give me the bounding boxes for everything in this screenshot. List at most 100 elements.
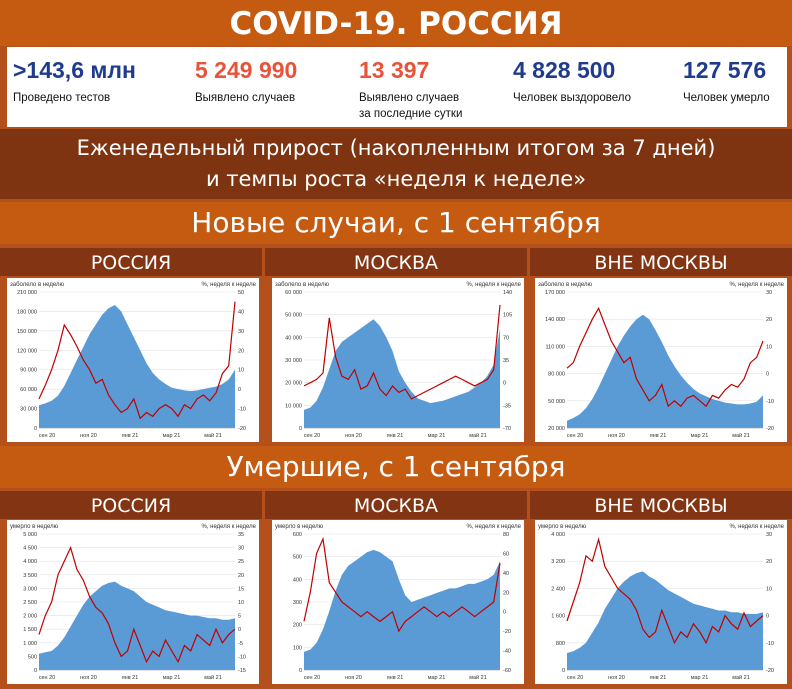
region-header-moscow-deaths: МОСКВА (265, 491, 527, 519)
y2-tick-label: 35 (503, 358, 509, 364)
x-tick-label: ноя 20 (345, 675, 362, 681)
area-series (304, 319, 500, 428)
y2-tick-label: 10 (238, 600, 244, 606)
y1-tick-label: 2 000 (23, 614, 37, 620)
y2-tick-label: -10 (238, 654, 246, 660)
y1-axis-label: умерло в неделю (275, 524, 324, 530)
y2-tick-label: 10 (766, 586, 772, 592)
x-tick-label: май 21 (469, 432, 487, 439)
x-tick-label: ноя 20 (608, 433, 625, 439)
y1-tick-label: 5 000 (23, 532, 37, 538)
y1-axis-label: умерло в неделю (10, 524, 59, 530)
y1-tick-label: 10 000 (285, 403, 302, 409)
x-tick-label: ноя 20 (80, 675, 97, 681)
growth-line (38, 545, 236, 664)
y1-tick-label: 500 (293, 555, 302, 561)
y1-tick-label: 3 200 (551, 559, 565, 565)
y2-tick-label: -10 (238, 407, 246, 413)
y2-tick-label: 35 (238, 532, 244, 538)
y2-tick-label: 140 (503, 290, 512, 296)
y1-tick-label: 500 (28, 654, 37, 660)
x-tick-label: сен 20 (304, 675, 321, 681)
x-tick-label: мар 21 (428, 433, 446, 439)
subtitle: Еженедельный прирост (накопленным итогом… (0, 129, 792, 199)
y2-tick-label: -40 (503, 649, 511, 655)
y2-tick-label: 0 (766, 372, 769, 378)
x-tick-label: май 21 (204, 432, 222, 439)
x-tick-label: мар 21 (163, 675, 181, 681)
y2-tick-label: 0 (503, 610, 506, 616)
stat-value: 127 576 (683, 57, 767, 83)
subtitle-line-1: Еженедельный прирост (накопленным итогом… (76, 136, 716, 160)
y2-tick-label: 15 (238, 586, 244, 592)
y1-tick-label: 20 000 (285, 381, 302, 387)
x-tick-label: сен 20 (567, 675, 584, 681)
x-tick-label: сен 20 (39, 433, 56, 439)
y1-tick-label: 1 000 (23, 641, 37, 647)
region-header-outside-moscow: ВНЕ МОСКВЫ (530, 248, 792, 276)
y1-tick-label: 30 000 (285, 358, 302, 364)
region-header-moscow: МОСКВА (265, 248, 527, 276)
page-title: COVID-19. РОССИЯ (0, 0, 792, 46)
stat-label: Проведено тестов (13, 92, 111, 104)
x-tick-label: мар 21 (428, 675, 446, 681)
y2-tick-label: 20 (766, 317, 772, 323)
y2-tick-label: 60 (503, 551, 509, 557)
y2-tick-label: 5 (238, 614, 241, 620)
growth-line (303, 536, 501, 633)
y2-tick-label: -10 (766, 399, 774, 405)
y1-tick-label: 1 600 (551, 614, 565, 620)
chart-deaths-moscow: умерло в неделю%, неделя к неделе 0 100 200… (272, 520, 524, 684)
stats-panel: >143,6 млн Проведено тестов 5 249 990 Вы… (7, 47, 787, 127)
y2-axis-label: %, неделя к неделе (466, 282, 521, 288)
y2-axis-label: %, неделя к неделе (729, 282, 784, 288)
y1-tick-label: 400 (293, 577, 302, 583)
y2-tick-label: 50 (238, 290, 244, 296)
y1-tick-label: 150 000 (17, 329, 37, 335)
stat-value: 4 828 500 (513, 57, 616, 83)
y2-tick-label: -20 (238, 426, 246, 432)
x-tick-label: мар 21 (691, 675, 709, 681)
y2-tick-label: 80 (503, 532, 509, 538)
x-tick-label: сен 20 (39, 675, 56, 681)
stat-label: Выявлено случаев за последние сутки (359, 92, 463, 120)
stat-recovered: 4 828 500 Человек выздоровело (513, 57, 631, 106)
y1-tick-label: 50 000 (285, 313, 302, 319)
stat-deaths: 127 576 Человек умерло (683, 57, 770, 106)
stat-value: 13 397 (359, 57, 430, 83)
y1-tick-label: 170 000 (545, 290, 565, 296)
y2-tick-label: -35 (503, 403, 511, 409)
y2-tick-label: -15 (238, 668, 246, 674)
y1-tick-label: 300 (293, 600, 302, 606)
x-tick-label: ноя 20 (80, 433, 97, 439)
stat-label: Человек умерло (683, 92, 770, 104)
y1-tick-label: 1 500 (23, 627, 37, 633)
section-deaths-title: Умершие, с 1 сентября (0, 446, 792, 488)
x-tick-label: май 21 (732, 674, 750, 681)
region-header-russia-deaths: РОССИЯ (0, 491, 262, 519)
chart-svg: заболело в неделю %, неделя к неделе 0 30 0… (10, 282, 257, 439)
x-tick-label: янв 21 (387, 433, 404, 439)
area-series (39, 305, 235, 428)
x-tick-label: ноя 20 (345, 433, 362, 439)
stat-value: >143,6 млн (13, 57, 136, 83)
x-tick-label: янв 21 (122, 675, 139, 681)
chart-cases-russia: заболело в неделю %, неделя к неделе 0 30 0… (7, 278, 259, 442)
y1-tick-label: 30 000 (20, 407, 37, 413)
chart-deaths-russia: умерло в неделю %, неделя к неделе 0 500 1 0… (7, 520, 259, 684)
chart-svg: умерло в неделю%, неделя к неделе0100200… (275, 524, 522, 681)
y1-tick-label: 210 000 (17, 290, 37, 296)
stat-value: 5 249 990 (195, 57, 298, 83)
y2-tick-label: 10 (766, 344, 772, 350)
stat-label: Человек выздоровело (513, 92, 632, 104)
y2-tick-label: -5 (238, 641, 243, 647)
growth-line (566, 306, 764, 408)
x-tick-label: янв 21 (650, 675, 667, 681)
area-series (567, 314, 763, 428)
y1-tick-label: 50 000 (548, 399, 565, 405)
y2-axis-label: %, неделя к неделе (201, 282, 256, 288)
stat-tests: >143,6 млн Проведено тестов (13, 57, 136, 106)
y1-tick-label: 0 (34, 426, 37, 432)
y2-axis-label: %, неделя к неделе (729, 524, 784, 530)
y2-tick-label: 40 (503, 571, 509, 577)
